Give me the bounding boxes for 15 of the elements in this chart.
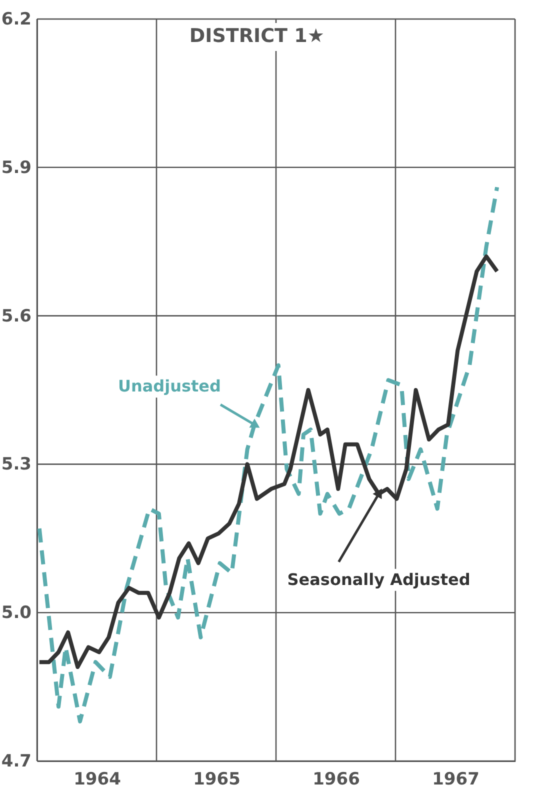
y-tick-label: 5.6	[1, 306, 32, 326]
y-tick-label: 5.9	[1, 158, 32, 178]
line-series	[37, 254, 500, 670]
line-series	[37, 185, 500, 724]
y-tick-label: 5.3	[1, 454, 32, 475]
x-tick-label: 1966	[312, 770, 360, 787]
x-tick-label: 1965	[193, 770, 240, 787]
chart-title: DISTRICT 1★	[189, 25, 324, 47]
y-tick-label: 6.2	[1, 10, 32, 30]
annotation: Unadjusted	[118, 376, 221, 396]
x-tick-label: 1964	[74, 770, 122, 787]
x-tick-label: 1967	[432, 770, 480, 787]
y-tick-label: 5.0	[1, 603, 32, 624]
y-tick-label: 4.7	[1, 752, 32, 772]
annotation: Seasonally Adjusted	[287, 570, 470, 589]
